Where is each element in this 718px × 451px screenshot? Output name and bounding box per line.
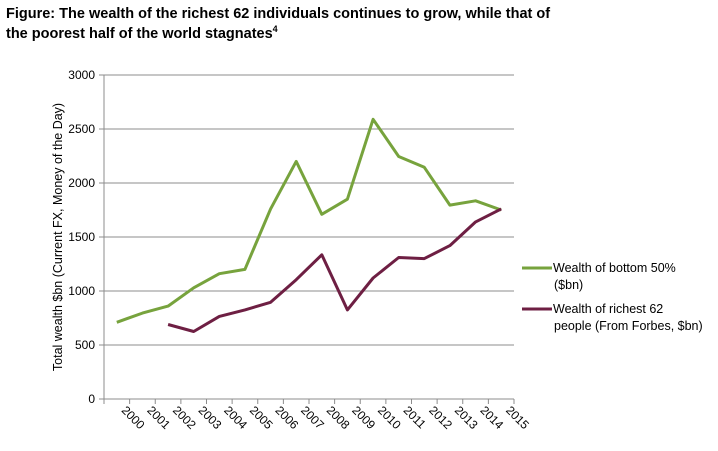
x-tick-label: 2014: [477, 403, 506, 432]
x-tick-label: 2001: [144, 403, 173, 432]
y-tick-label: 3000: [68, 68, 95, 82]
y-axis-label: Total wealth $bn (Current FX, Money of t…: [51, 103, 65, 371]
x-tick-label: 2007: [298, 403, 327, 432]
series-line-bottom-50: [116, 117, 502, 324]
legend-label-richest-62: Wealth of richest 62 people (From Forbes,…: [553, 302, 703, 333]
chart-title: Figure: The wealth of the richest 62 ind…: [6, 4, 706, 44]
x-tick-labels: 2000200120022003200420052006200720082009…: [119, 403, 532, 432]
title-line-2: the poorest half of the world stagnates: [6, 26, 273, 42]
series-line-richest-62: [167, 207, 502, 333]
x-tick-label: 2000: [119, 403, 148, 432]
x-tick-label: 2006: [272, 403, 301, 432]
y-tick-label: 1500: [68, 230, 95, 244]
y-tick-label: 2000: [68, 176, 95, 190]
title-line-1: Figure: The wealth of the richest 62 ind…: [6, 6, 551, 22]
title-footnote-marker: 4: [272, 24, 278, 34]
x-tick-label: 2015: [503, 403, 532, 432]
x-tick-label: 2009: [349, 403, 378, 432]
y-tick-label: 500: [75, 338, 95, 352]
x-tick-label: 2008: [324, 403, 353, 432]
x-tick-label: 2003: [196, 403, 225, 432]
legend: Wealth of bottom 50% ($bn) Wealth of riche…: [522, 261, 703, 333]
x-tick-label: 2010: [375, 403, 404, 432]
y-tick-label: 1000: [68, 284, 95, 298]
x-tick-label: 2012: [426, 403, 455, 432]
legend-label-bottom-50: Wealth of bottom 50% ($bn): [553, 261, 676, 292]
y-tick-label: 2500: [68, 122, 95, 136]
y-tick-labels: 0 500 1000 1500 2000 2500 3000: [68, 68, 95, 406]
x-tick-label: 2002: [170, 403, 199, 432]
gridlines: [104, 74, 514, 346]
y-tick-label: 0: [88, 392, 95, 406]
x-tick-label: 2013: [452, 403, 481, 432]
x-tick-label: 2011: [401, 403, 429, 431]
x-tick-label: 2004: [221, 403, 250, 432]
x-tick-label: 2005: [247, 403, 276, 432]
axes: [99, 74, 515, 404]
series-lines: [116, 117, 502, 333]
